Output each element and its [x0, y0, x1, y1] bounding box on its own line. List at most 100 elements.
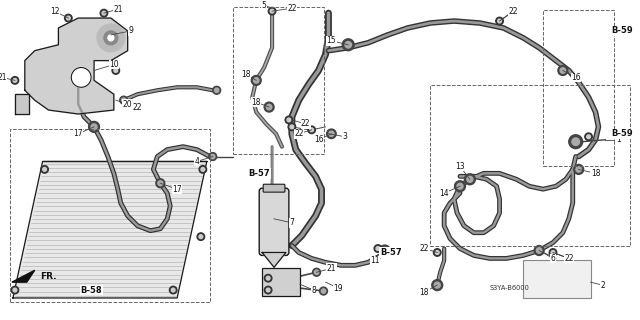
Circle shape: [201, 167, 205, 171]
Circle shape: [266, 104, 272, 110]
Circle shape: [569, 135, 582, 148]
Circle shape: [212, 86, 221, 94]
Circle shape: [65, 14, 72, 22]
Circle shape: [319, 287, 328, 295]
Circle shape: [264, 275, 272, 282]
Circle shape: [498, 19, 501, 23]
Circle shape: [13, 288, 17, 292]
Circle shape: [197, 233, 205, 240]
Circle shape: [264, 102, 274, 112]
Text: 18: 18: [242, 70, 251, 79]
Circle shape: [214, 88, 219, 92]
Circle shape: [112, 67, 120, 74]
Text: 13: 13: [455, 162, 465, 171]
Text: 16: 16: [571, 73, 580, 82]
Circle shape: [211, 154, 215, 159]
Circle shape: [585, 133, 593, 140]
Polygon shape: [13, 162, 207, 298]
Text: 18: 18: [420, 288, 429, 297]
Text: 22: 22: [564, 254, 573, 263]
Text: 12: 12: [50, 7, 60, 16]
Bar: [10, 129, 210, 302]
Text: 11: 11: [370, 256, 380, 265]
Circle shape: [457, 183, 463, 189]
Circle shape: [91, 124, 97, 130]
Text: 6: 6: [550, 254, 556, 263]
Circle shape: [433, 249, 441, 256]
Circle shape: [120, 96, 127, 104]
Text: 16: 16: [314, 135, 323, 144]
Circle shape: [382, 247, 388, 253]
Bar: [543, 10, 614, 166]
Text: 4: 4: [195, 157, 199, 166]
Circle shape: [572, 138, 579, 146]
Circle shape: [108, 35, 114, 41]
Circle shape: [100, 9, 108, 17]
Text: 22: 22: [509, 7, 518, 16]
Text: B-59: B-59: [611, 129, 633, 138]
Text: S3YA-B6000: S3YA-B6000: [490, 285, 529, 291]
Text: 17: 17: [172, 185, 182, 194]
Circle shape: [560, 68, 566, 73]
Text: 17: 17: [74, 129, 83, 138]
Circle shape: [252, 76, 261, 85]
Circle shape: [310, 128, 314, 132]
Circle shape: [549, 249, 557, 256]
Circle shape: [573, 164, 584, 174]
Text: 20: 20: [123, 100, 132, 108]
Text: 22: 22: [294, 129, 303, 138]
Circle shape: [102, 11, 106, 15]
Circle shape: [114, 68, 118, 72]
Text: B-57: B-57: [380, 248, 401, 257]
Circle shape: [122, 98, 126, 102]
Text: 15: 15: [326, 36, 336, 45]
Text: 10: 10: [109, 60, 118, 69]
Circle shape: [287, 118, 291, 122]
Text: 18: 18: [252, 98, 261, 107]
Circle shape: [158, 181, 163, 186]
Circle shape: [290, 125, 294, 129]
Circle shape: [536, 248, 542, 253]
Text: 22: 22: [133, 103, 142, 112]
Circle shape: [97, 24, 125, 52]
Bar: [262, 268, 300, 296]
Circle shape: [380, 245, 390, 256]
Polygon shape: [25, 18, 127, 114]
Circle shape: [67, 16, 70, 20]
Text: 9: 9: [128, 27, 133, 36]
Circle shape: [465, 174, 476, 185]
Circle shape: [156, 179, 164, 188]
Polygon shape: [15, 94, 29, 114]
Circle shape: [329, 131, 334, 136]
FancyBboxPatch shape: [263, 184, 285, 192]
Circle shape: [558, 66, 568, 76]
Circle shape: [345, 42, 351, 48]
Circle shape: [435, 251, 439, 254]
Text: 21: 21: [326, 264, 336, 273]
Text: 3: 3: [343, 132, 348, 141]
Circle shape: [264, 286, 272, 294]
Text: B-57: B-57: [248, 169, 270, 178]
Circle shape: [11, 76, 19, 84]
Circle shape: [266, 276, 270, 280]
Circle shape: [253, 78, 259, 83]
Bar: [430, 85, 630, 245]
Text: B-59: B-59: [611, 27, 633, 36]
Circle shape: [342, 39, 354, 51]
Polygon shape: [12, 270, 35, 282]
Circle shape: [172, 288, 175, 292]
Circle shape: [266, 288, 270, 292]
Circle shape: [435, 282, 440, 288]
Circle shape: [314, 270, 319, 275]
Text: 1: 1: [616, 135, 621, 144]
Circle shape: [199, 235, 203, 238]
Circle shape: [104, 31, 118, 45]
Circle shape: [209, 153, 217, 161]
Circle shape: [432, 280, 443, 291]
Circle shape: [312, 268, 321, 276]
Circle shape: [170, 286, 177, 294]
Circle shape: [11, 286, 19, 294]
Circle shape: [576, 167, 581, 172]
Circle shape: [41, 166, 49, 173]
FancyBboxPatch shape: [259, 188, 289, 255]
